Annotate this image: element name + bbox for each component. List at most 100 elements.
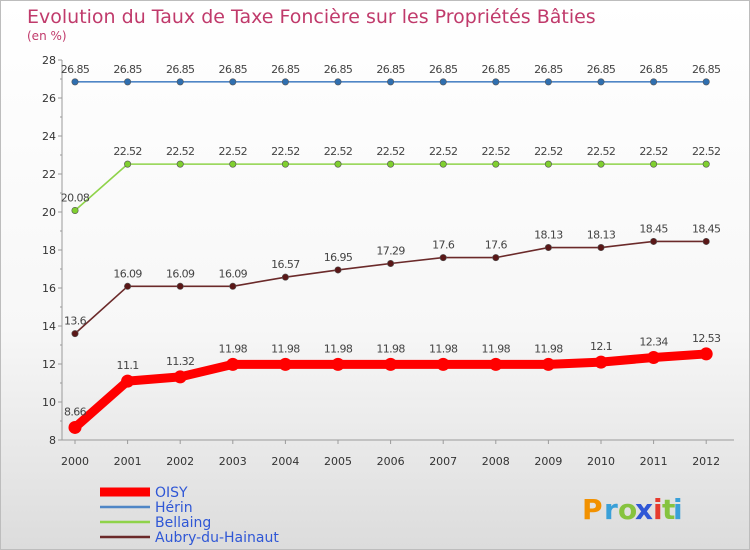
data-label: 12.1 — [590, 340, 612, 353]
data-point — [71, 330, 79, 338]
data-label: 16.95 — [324, 251, 353, 264]
x-tick-label: 2012 — [692, 455, 720, 468]
data-label: 22.52 — [376, 145, 405, 158]
x-tick-label: 2009 — [534, 455, 562, 468]
x-tick-label: 2005 — [324, 455, 352, 468]
data-point — [594, 355, 608, 369]
data-point — [226, 357, 240, 371]
x-tick-label: 2011 — [640, 455, 668, 468]
data-point — [124, 282, 132, 290]
data-label: 22.52 — [534, 145, 563, 158]
data-point — [281, 273, 289, 281]
data-point — [229, 282, 237, 290]
x-tick-label: 2006 — [377, 455, 405, 468]
data-point — [176, 160, 184, 168]
data-point — [650, 78, 658, 86]
data-label: 16.57 — [271, 258, 300, 271]
data-point — [281, 78, 289, 86]
data-label: 18.13 — [587, 229, 616, 242]
data-point — [281, 160, 289, 168]
data-label: 8.66 — [64, 405, 87, 418]
data-point — [176, 78, 184, 86]
data-point — [492, 78, 500, 86]
y-tick-label: 16 — [42, 282, 56, 295]
data-point — [331, 357, 345, 371]
data-point — [439, 160, 447, 168]
data-label: 26.85 — [534, 63, 563, 76]
legend-label: Hérin — [155, 500, 193, 516]
data-point — [597, 244, 605, 252]
data-point — [489, 357, 503, 371]
data-point — [334, 78, 342, 86]
data-label: 26.85 — [587, 63, 616, 76]
data-point — [334, 266, 342, 274]
data-label: 22.52 — [166, 145, 195, 158]
data-label: 26.85 — [482, 63, 511, 76]
data-label: 18.45 — [639, 222, 668, 235]
data-label: 22.52 — [324, 145, 353, 158]
legend-label: OISY — [155, 485, 188, 501]
y-tick-label: 20 — [42, 206, 56, 219]
y-tick-label: 28 — [42, 54, 56, 67]
y-tick-label: 26 — [42, 92, 56, 105]
data-point — [71, 206, 79, 214]
x-tick-label: 2007 — [429, 455, 457, 468]
brand-letter: i — [653, 493, 663, 526]
data-label: 11.98 — [429, 342, 458, 355]
data-label: 26.85 — [376, 63, 405, 76]
axes: 8 10 12 14 16 18 20 22 24 26 28 2000 2001 2002 2003 200… — [42, 54, 734, 468]
data-label: 12.34 — [639, 336, 668, 349]
data-point — [436, 357, 450, 371]
data-label: 11.98 — [219, 342, 248, 355]
data-label: 18.13 — [534, 229, 563, 242]
series-oisy: 8.66 11.1 11.32 11.98 11.98 11.98 11.98 11.98 11… — [64, 332, 722, 434]
series-line — [74, 163, 708, 212]
data-point — [334, 160, 342, 168]
data-point — [544, 78, 552, 86]
data-label: 11.98 — [482, 342, 511, 355]
y-tick-label: 10 — [42, 396, 56, 409]
data-label: 13.6 — [64, 315, 87, 328]
data-point — [229, 78, 237, 86]
data-point — [541, 357, 555, 371]
data-label: 26.85 — [219, 63, 248, 76]
data-point — [387, 259, 395, 267]
data-point — [544, 160, 552, 168]
data-label: 16.09 — [219, 267, 248, 280]
data-label: 22.52 — [429, 145, 458, 158]
data-label: 26.85 — [324, 63, 353, 76]
data-point — [439, 78, 447, 86]
x-tick-label: 2002 — [166, 455, 194, 468]
y-tick-label: 24 — [42, 130, 56, 143]
data-label: 16.09 — [166, 267, 195, 280]
y-tick-label: 8 — [49, 434, 56, 447]
brand-letter: r — [604, 493, 618, 526]
data-label: 11.98 — [324, 342, 353, 355]
data-label: 26.85 — [113, 63, 142, 76]
data-point — [124, 78, 132, 86]
x-tick-label: 2003 — [219, 455, 247, 468]
data-point — [121, 374, 135, 388]
data-label: 17.6 — [432, 239, 455, 252]
data-label: 22.52 — [219, 145, 248, 158]
brand-letter: t — [662, 493, 675, 526]
brand-letter: P — [582, 493, 603, 526]
data-point — [173, 370, 187, 384]
data-label: 26.85 — [639, 63, 668, 76]
data-point — [702, 160, 710, 168]
data-label: 22.52 — [639, 145, 668, 158]
data-label: 22.52 — [482, 145, 511, 158]
data-label: 11.98 — [271, 342, 300, 355]
data-point — [597, 78, 605, 86]
data-point — [650, 237, 658, 245]
data-label: 22.52 — [113, 145, 142, 158]
data-label: 11.98 — [534, 342, 563, 355]
y-axis-unit: (en %) — [27, 29, 67, 43]
chart-title: Evolution du Taux de Taxe Foncière sur l… — [27, 6, 596, 28]
brand-letter: o — [618, 493, 637, 526]
brand-letter: x — [635, 493, 653, 526]
data-point — [68, 420, 82, 434]
data-point — [176, 282, 184, 290]
data-label: 17.6 — [485, 239, 508, 252]
